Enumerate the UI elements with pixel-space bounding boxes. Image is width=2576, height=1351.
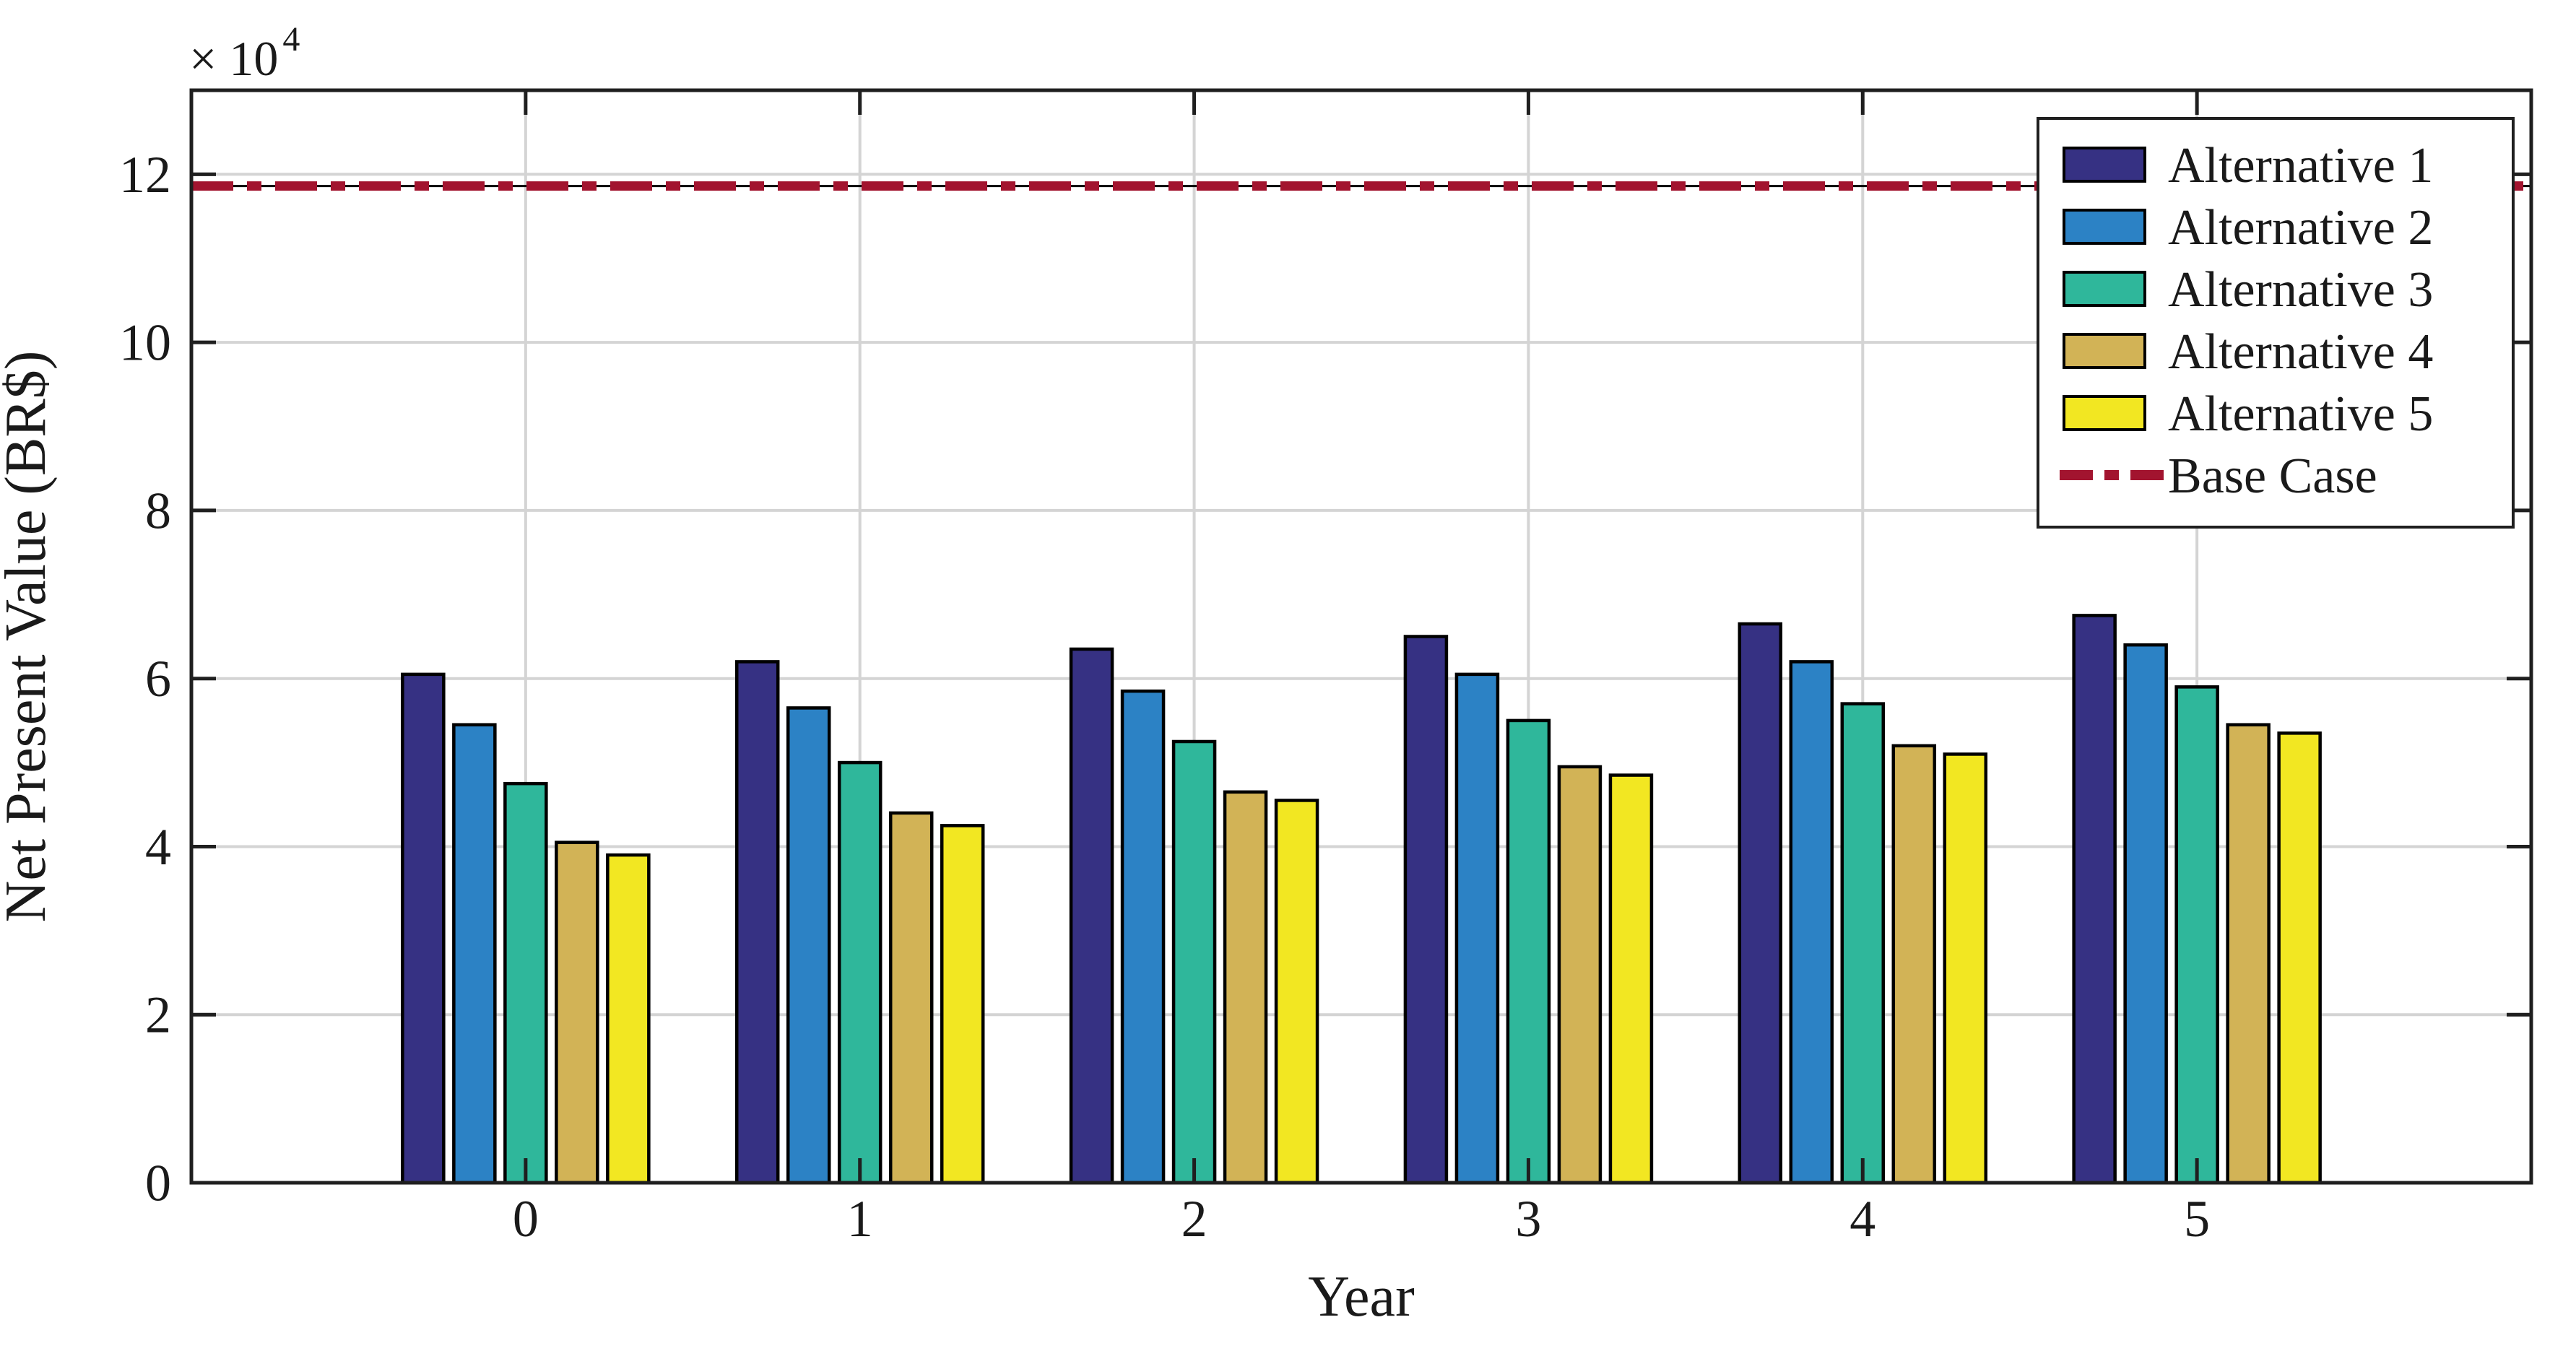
exponent-power: 4: [282, 20, 300, 58]
x-tick-label: 4: [1849, 1190, 1875, 1248]
y-tick-label: 6: [145, 650, 171, 708]
bar-alternative5-year5: [2277, 731, 2322, 1185]
x-tick-label: 0: [513, 1190, 539, 1248]
y-tick-label: 10: [119, 314, 171, 372]
bar-alternative3-year3: [1506, 718, 1551, 1185]
bar-alternative5-year4: [1943, 752, 1988, 1185]
x-tick-label: 1: [847, 1190, 873, 1248]
bar-alternative1-year4: [1738, 622, 1783, 1185]
bar-alternative1-year0: [401, 672, 446, 1185]
y-tick-label: 8: [145, 482, 171, 539]
x-tick-label: 3: [1515, 1190, 1541, 1248]
legend-label-alternative1: Alternative 1: [2168, 138, 2433, 194]
y-axis-title: Net Present Value (BR$): [0, 351, 58, 923]
legend-box: [2037, 117, 2515, 529]
y-tick-label: 2: [145, 986, 171, 1044]
bar-alternative5-year0: [606, 853, 651, 1185]
bar-alternative4-year5: [2226, 723, 2271, 1185]
bar-alternative4-year3: [1557, 765, 1603, 1185]
legend-label-base-case: Base Case: [2168, 448, 2377, 504]
bar-alternative1-year3: [1403, 635, 1449, 1185]
bar-alternative4-year2: [1223, 790, 1268, 1185]
legend-swatch-alternative4: [2063, 333, 2146, 369]
bar-alternative5-year3: [1608, 773, 1654, 1185]
bar-alternative4-year1: [888, 811, 934, 1185]
bar-alternative3-year0: [503, 781, 548, 1185]
legend-swatch-alternative1: [2063, 147, 2146, 183]
x-tick-label: 5: [2184, 1190, 2210, 1248]
legend-swatch-alternative5: [2063, 395, 2146, 431]
x-tick-label: 2: [1181, 1190, 1207, 1248]
bar-alternative1-year1: [734, 660, 780, 1185]
y-tick-label: 12: [119, 146, 171, 204]
bar-alternative2-year4: [1789, 660, 1834, 1185]
bar-alternative1-year2: [1069, 647, 1114, 1185]
bar-alternative3-year5: [2174, 685, 2219, 1185]
legend-label-alternative3: Alternative 3: [2168, 262, 2433, 318]
bar-alternative4-year4: [1891, 744, 1937, 1185]
y-tick-label: 0: [145, 1154, 171, 1212]
y-tick-label: 4: [145, 818, 171, 876]
exponent-base: × 10: [189, 31, 278, 86]
bar-alternative2-year1: [786, 706, 831, 1185]
legend-swatch-alternative2: [2063, 209, 2146, 245]
bar-alternative1-year5: [2072, 614, 2117, 1185]
bar-alternative2-year3: [1454, 672, 1500, 1185]
legend-label-alternative4: Alternative 4: [2168, 324, 2433, 380]
legend-label-alternative2: Alternative 2: [2168, 200, 2433, 256]
legend-swatch-alternative3: [2063, 271, 2146, 307]
bar-alternative4-year0: [555, 840, 599, 1185]
bar-alternative2-year5: [2123, 643, 2168, 1185]
axis-box: [189, 88, 2533, 1185]
y-axis-exponent-label: × 10 4: [189, 20, 300, 86]
bar-alternative2-year2: [1120, 689, 1166, 1185]
x-axis-title: Year: [1308, 1265, 1414, 1329]
bar-alternative3-year1: [837, 760, 882, 1185]
bar-alternative5-year2: [1274, 799, 1319, 1185]
bar-alternative3-year2: [1171, 739, 1217, 1185]
bar-alternative2-year0: [452, 723, 497, 1185]
bar-alternative3-year4: [1840, 702, 1886, 1185]
legend-label-alternative5: Alternative 5: [2168, 386, 2433, 442]
bar-alternative5-year1: [940, 824, 985, 1185]
